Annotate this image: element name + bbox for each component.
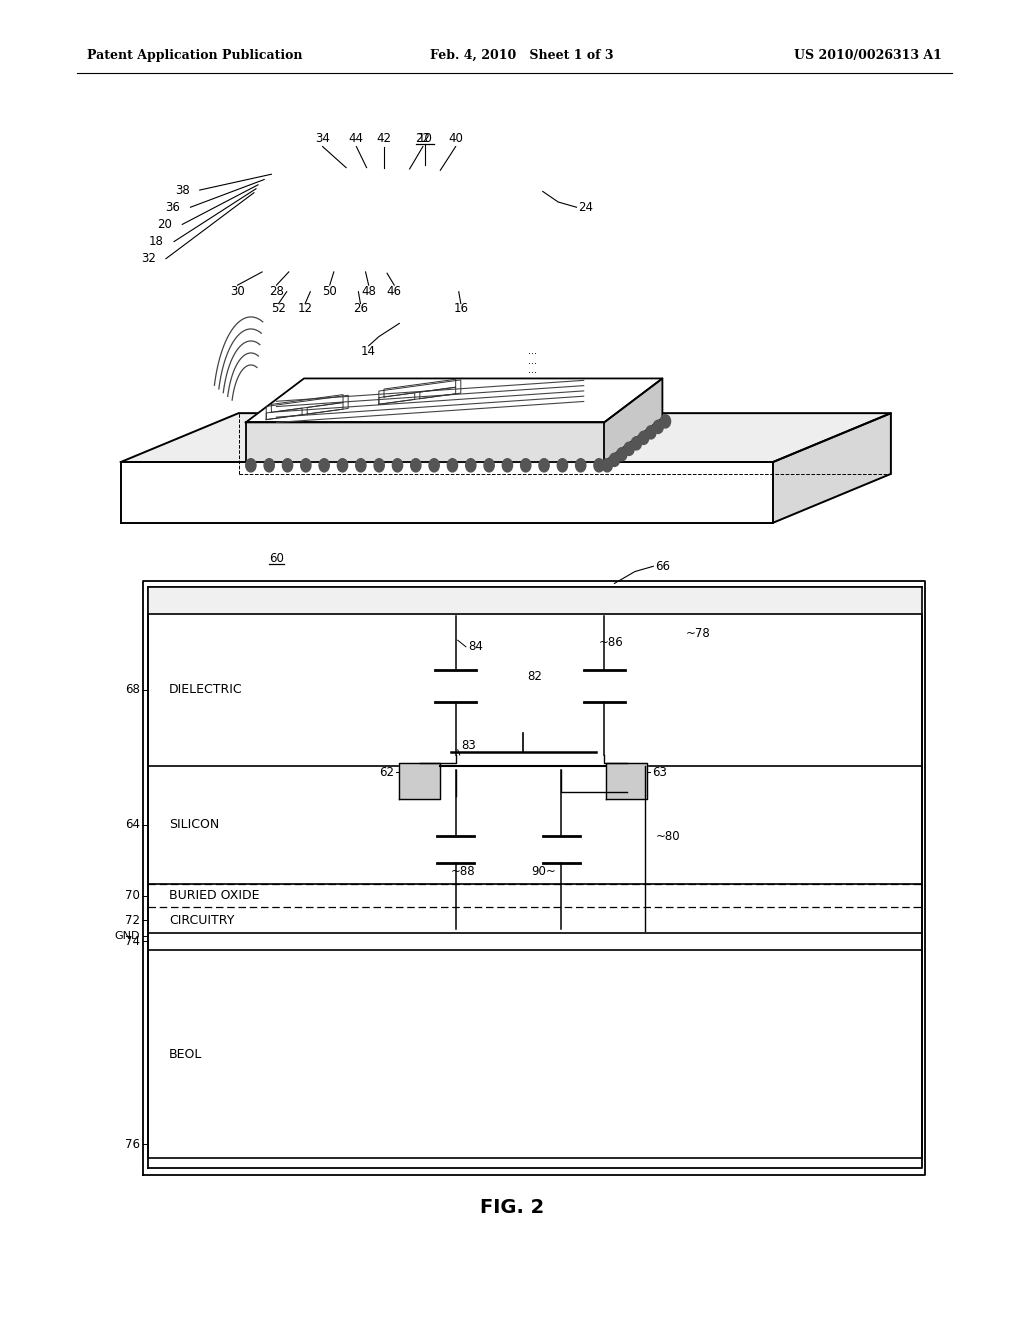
Text: 24: 24 [579, 201, 594, 214]
Text: 60: 60 [269, 552, 284, 565]
Text: 63: 63 [652, 766, 668, 779]
Text: 66: 66 [655, 560, 671, 573]
Text: 38: 38 [175, 183, 189, 197]
Text: BEOL: BEOL [169, 1048, 203, 1060]
Text: 62: 62 [379, 766, 394, 779]
Polygon shape [121, 462, 773, 523]
Polygon shape [121, 413, 891, 462]
Text: ...: ... [528, 355, 537, 366]
Circle shape [447, 458, 458, 471]
Circle shape [624, 442, 634, 455]
Polygon shape [773, 413, 891, 523]
Text: 52: 52 [271, 302, 286, 315]
Polygon shape [148, 587, 922, 614]
Circle shape [246, 458, 256, 471]
Circle shape [429, 458, 439, 471]
Circle shape [653, 420, 664, 433]
Polygon shape [399, 763, 440, 799]
Text: 40: 40 [449, 132, 463, 145]
Polygon shape [606, 763, 647, 799]
Circle shape [609, 453, 620, 466]
Circle shape [539, 458, 549, 471]
Text: 36: 36 [165, 201, 180, 214]
Text: 72: 72 [125, 913, 140, 927]
Circle shape [466, 458, 476, 471]
Circle shape [392, 458, 402, 471]
Circle shape [616, 447, 627, 461]
Text: 48: 48 [361, 285, 376, 298]
Circle shape [411, 458, 421, 471]
Text: GND: GND [115, 931, 140, 941]
Text: 20: 20 [157, 218, 172, 231]
Text: ~86: ~86 [599, 636, 624, 649]
Text: 26: 26 [353, 302, 368, 315]
Text: ~78: ~78 [686, 627, 711, 640]
Text: 90~: 90~ [531, 865, 556, 878]
Text: 22: 22 [416, 132, 430, 145]
Circle shape [319, 458, 330, 471]
Polygon shape [773, 413, 891, 523]
Circle shape [301, 458, 311, 471]
Circle shape [264, 458, 274, 471]
Polygon shape [121, 462, 773, 523]
Text: ...: ... [528, 364, 537, 375]
Text: CIRCUITRY: CIRCUITRY [169, 913, 234, 927]
Text: 14: 14 [361, 345, 376, 358]
Text: 16: 16 [454, 302, 468, 315]
Polygon shape [246, 422, 604, 462]
Circle shape [337, 458, 347, 471]
Text: 76: 76 [125, 1138, 140, 1151]
Text: 68: 68 [125, 684, 140, 696]
Polygon shape [121, 413, 891, 462]
Circle shape [660, 414, 671, 428]
Text: Patent Application Publication: Patent Application Publication [87, 49, 302, 62]
Text: 46: 46 [387, 285, 401, 298]
Circle shape [355, 458, 366, 471]
Text: 28: 28 [269, 285, 284, 298]
Text: 12: 12 [298, 302, 312, 315]
Text: 84: 84 [468, 640, 483, 653]
Circle shape [646, 426, 656, 440]
Circle shape [575, 458, 586, 471]
Text: BURIED OXIDE: BURIED OXIDE [169, 890, 259, 902]
Circle shape [484, 458, 495, 471]
Text: Feb. 4, 2010   Sheet 1 of 3: Feb. 4, 2010 Sheet 1 of 3 [430, 49, 613, 62]
Text: ...: ... [528, 346, 537, 356]
Text: ~88: ~88 [451, 865, 475, 878]
Text: 82: 82 [527, 671, 543, 682]
Text: US 2010/0026313 A1: US 2010/0026313 A1 [795, 49, 942, 62]
Text: 83: 83 [461, 739, 475, 752]
Text: 30: 30 [230, 285, 245, 298]
Text: 32: 32 [140, 252, 156, 265]
Circle shape [557, 458, 567, 471]
Circle shape [283, 458, 293, 471]
Text: 34: 34 [315, 132, 330, 145]
Polygon shape [246, 379, 663, 422]
Text: FIG. 2: FIG. 2 [480, 1199, 544, 1217]
Circle shape [520, 458, 530, 471]
Circle shape [639, 432, 649, 445]
Text: 64: 64 [125, 818, 140, 832]
Circle shape [594, 458, 604, 471]
Text: DIELECTRIC: DIELECTRIC [169, 684, 243, 696]
Circle shape [631, 437, 641, 450]
Circle shape [602, 458, 612, 471]
Text: ~80: ~80 [655, 830, 680, 842]
Polygon shape [148, 587, 922, 1168]
Circle shape [503, 458, 513, 471]
Text: 50: 50 [323, 285, 337, 298]
Text: FIG. 1: FIG. 1 [480, 387, 544, 405]
Text: 74: 74 [125, 935, 140, 948]
Text: 70: 70 [125, 890, 140, 902]
Text: SILICON: SILICON [169, 818, 219, 832]
Text: 18: 18 [148, 235, 164, 248]
Polygon shape [604, 379, 663, 462]
Text: 42: 42 [377, 132, 391, 145]
Text: 10: 10 [418, 132, 432, 145]
Text: 44: 44 [349, 132, 364, 145]
Circle shape [374, 458, 384, 471]
